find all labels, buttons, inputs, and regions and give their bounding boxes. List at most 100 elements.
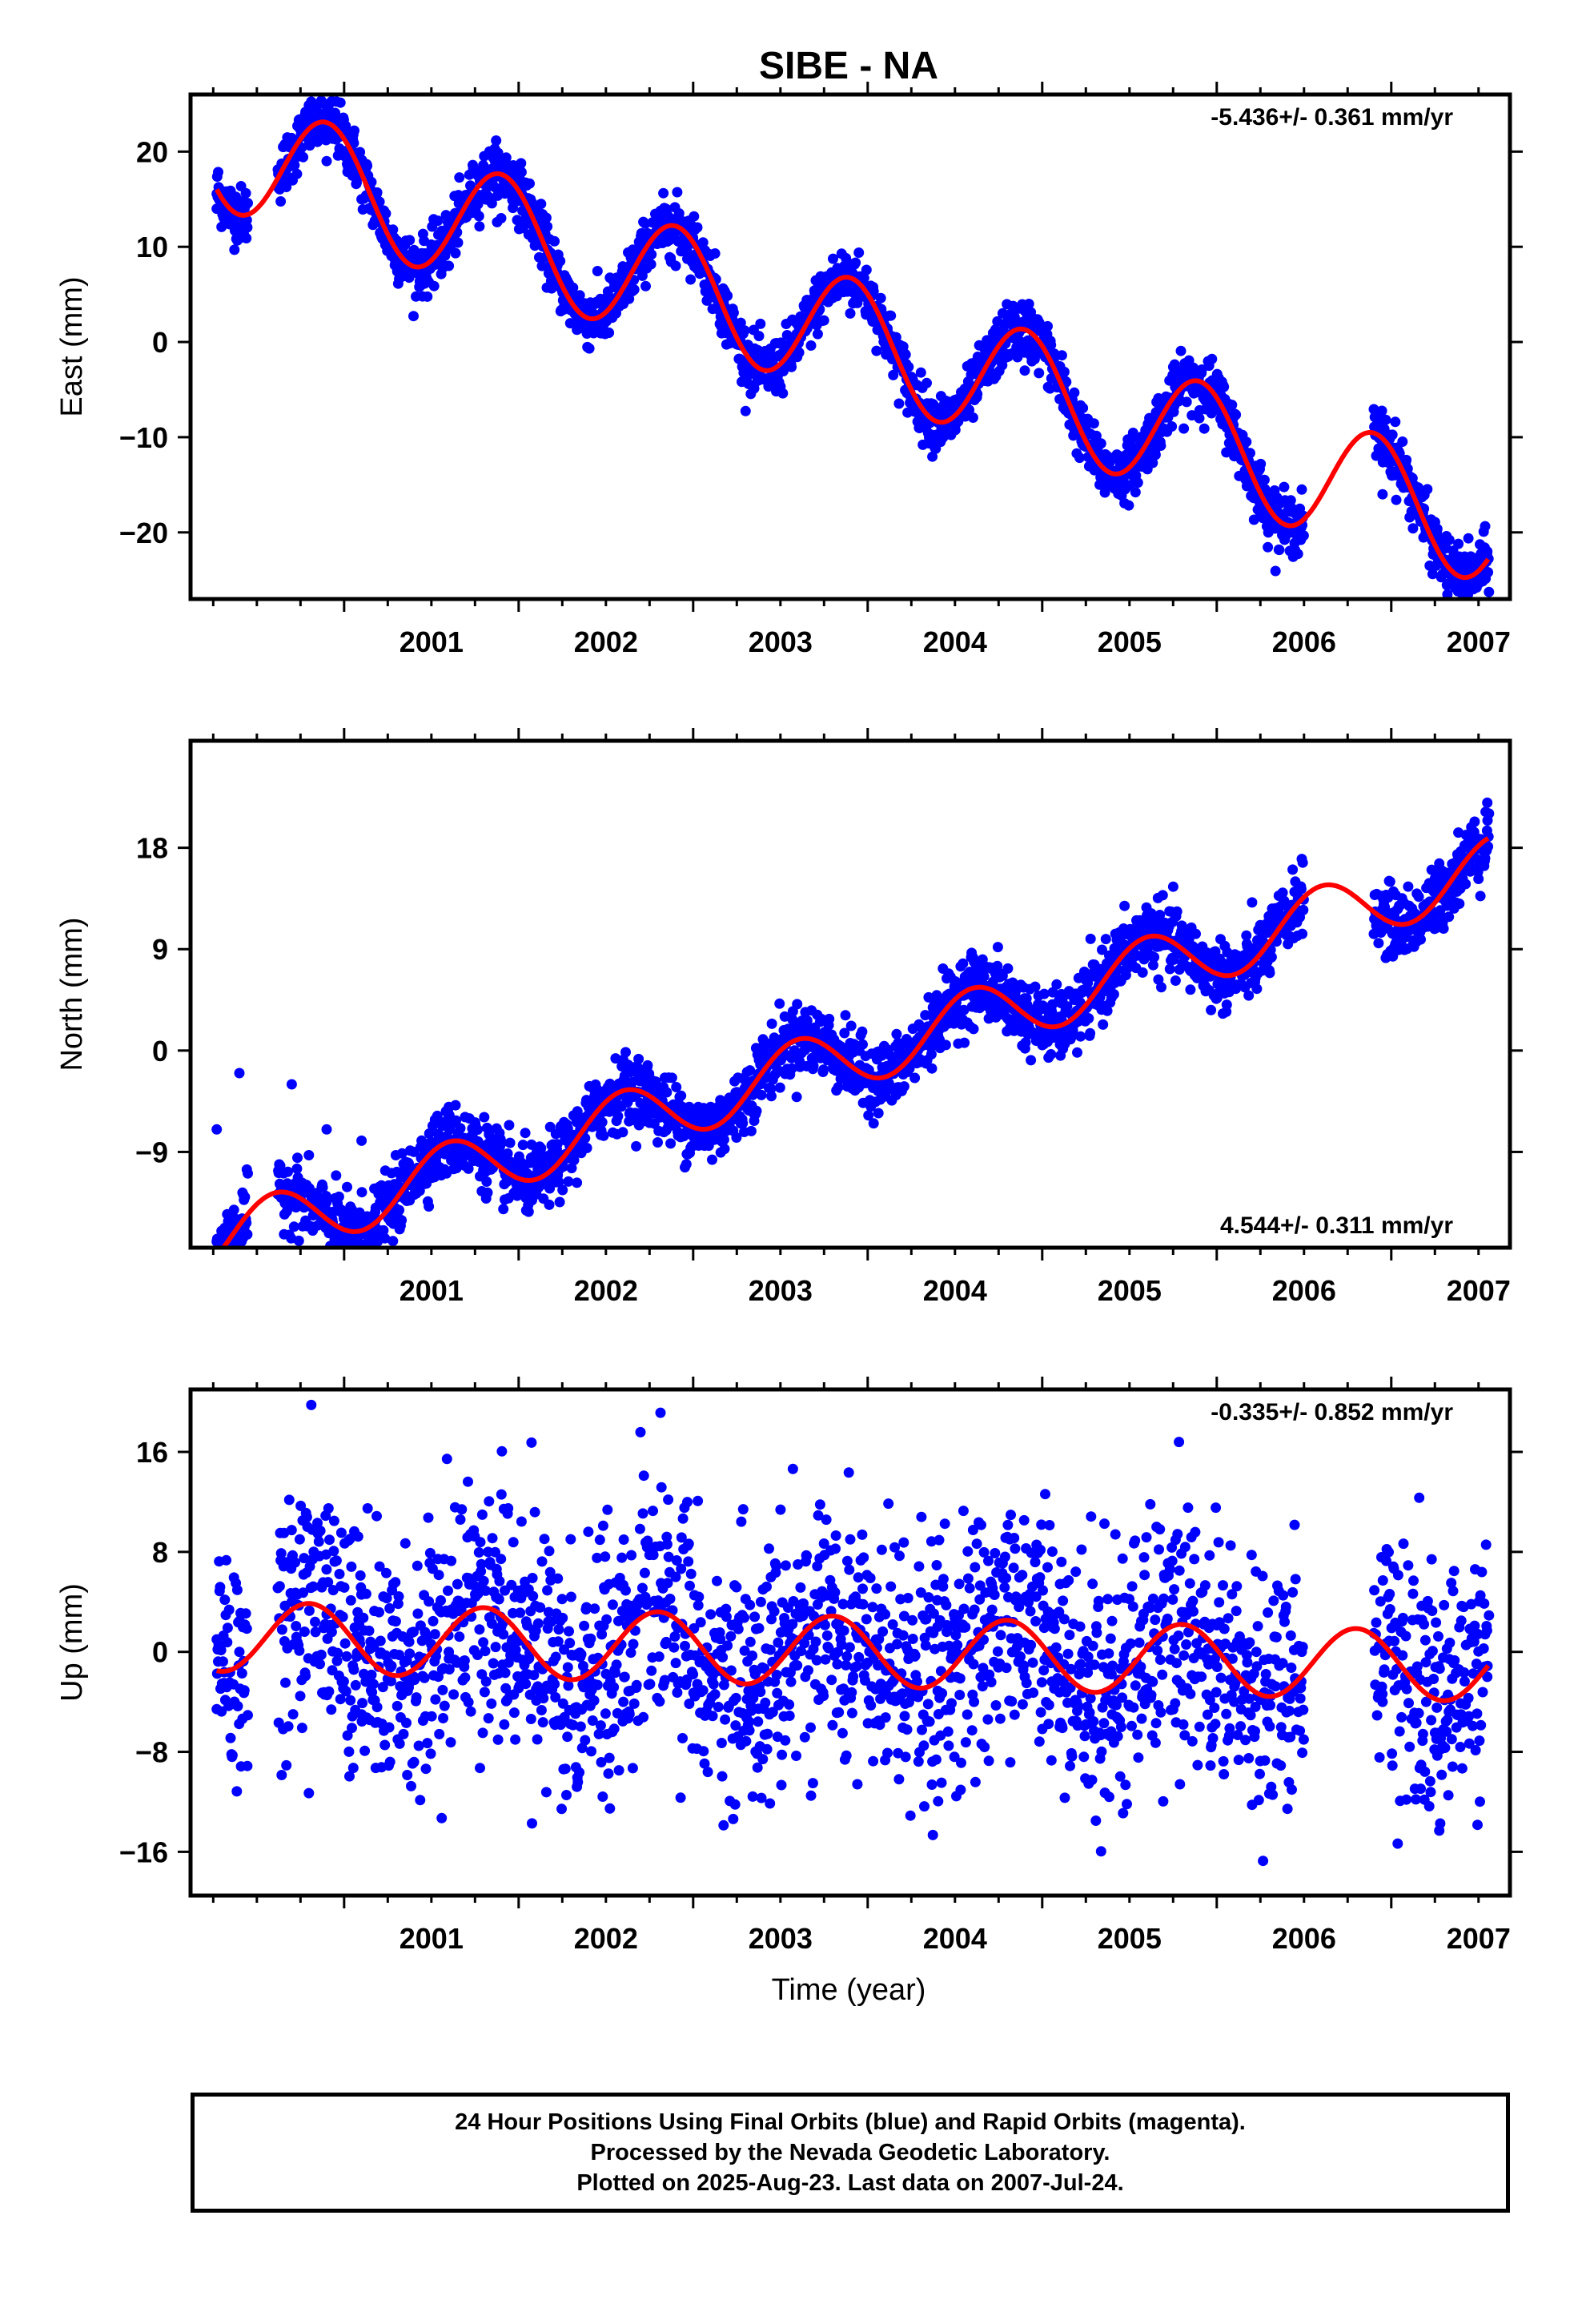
north-data-point [707, 1154, 717, 1165]
north-data-point [356, 1187, 367, 1198]
north-data-point [958, 958, 969, 969]
east-data-point [291, 168, 303, 179]
east-x-tick-label: 2001 [400, 625, 464, 658]
north-data-point [1251, 983, 1263, 995]
north-data-point [356, 1135, 367, 1146]
north-data-point [1097, 944, 1107, 955]
east-data-point [213, 167, 223, 178]
north-data-point [1026, 1055, 1037, 1066]
east-data-point [845, 308, 856, 319]
north-data-point [363, 1261, 374, 1271]
north-data-point [1072, 1047, 1082, 1058]
east-data-point [893, 398, 905, 409]
north-data-point [1482, 797, 1493, 808]
east-data-point [672, 187, 683, 198]
north-data-point [633, 1053, 644, 1064]
north-data-point [661, 1087, 673, 1098]
north-data-point [498, 1204, 509, 1215]
east-data-point [793, 347, 805, 358]
east-data-point [812, 328, 823, 340]
east-data-point [728, 308, 739, 318]
east-data-point [1058, 366, 1070, 377]
east-data-point [888, 369, 899, 380]
north-data-point [360, 1249, 371, 1260]
north-data-point [1287, 864, 1299, 875]
east-data-point [452, 237, 464, 248]
east-y-tick-label: 0 [152, 326, 168, 359]
east-data-point [722, 290, 733, 301]
east-data-point [321, 155, 332, 167]
east-data-point [1397, 436, 1408, 447]
north-data-point [833, 1082, 844, 1092]
panel-north: 2001 2002 2003 2004 2005 2006 20071890−9North … [55, 728, 1523, 1307]
north-data-point [839, 1027, 850, 1039]
north-data-point [765, 1084, 777, 1095]
east-data-point [640, 280, 651, 292]
north-data-point [213, 1248, 223, 1259]
north-data-point [958, 1004, 970, 1015]
east-data-point [1463, 533, 1474, 544]
east-data-point [1401, 454, 1412, 465]
north-data-point [1038, 988, 1050, 999]
east-x-tick-label: 2005 [1098, 625, 1162, 658]
north-data-point [1206, 1004, 1217, 1015]
north-data-point [671, 1082, 682, 1092]
north-data-point [215, 1268, 225, 1278]
east-data-point [524, 178, 535, 189]
east-data-point [432, 215, 444, 227]
north-data-point [840, 1010, 851, 1021]
east-data-point [335, 97, 346, 108]
north-data-point [463, 1163, 474, 1174]
east-data-point [1178, 423, 1190, 434]
chart-title: SIBE - NA [759, 45, 938, 87]
north-data-point [544, 1199, 555, 1210]
east-data-point [1227, 400, 1238, 411]
east-data-point [1034, 368, 1045, 379]
east-data-point [689, 211, 700, 222]
north-data-point [552, 1139, 563, 1150]
east-data-point [1259, 474, 1270, 485]
north-data-point [349, 1249, 359, 1260]
north-data-point [504, 1137, 516, 1148]
north-data-point [940, 1039, 951, 1051]
north-data-point [379, 1232, 391, 1244]
north-data-point [232, 1265, 243, 1275]
east-data-point [853, 247, 865, 258]
north-data-point [215, 1271, 225, 1281]
north-data-point [1137, 967, 1148, 978]
north-data-point [891, 1028, 902, 1039]
east-y-tick-label: −10 [119, 421, 168, 454]
east-data-point [967, 412, 978, 423]
east-data-point [685, 274, 697, 285]
north-data-point [718, 1134, 729, 1145]
north-data-point [762, 1038, 773, 1049]
east-data-point [1130, 487, 1141, 498]
east-data-point [1298, 530, 1309, 541]
east-data-point [1088, 418, 1099, 429]
east-data-point [492, 216, 503, 227]
north-data-point [572, 1177, 583, 1188]
north-data-point [591, 1083, 602, 1094]
north-data-point [786, 1063, 797, 1074]
north-data-point [731, 1132, 742, 1143]
east-data-point [927, 451, 938, 462]
north-data-point [617, 1127, 628, 1138]
east-data-point [404, 235, 416, 246]
east-data-point [1199, 423, 1210, 434]
east-y-tick-label: −20 [119, 517, 168, 549]
north-data-point [581, 1143, 592, 1153]
north-data-point [1247, 897, 1258, 908]
north-data-point [517, 1140, 528, 1151]
north-data-point [504, 1120, 515, 1131]
east-data-point [645, 259, 656, 270]
east-data-point [549, 235, 560, 247]
east-data-point [473, 211, 484, 222]
north-data-point [1083, 1013, 1094, 1024]
east-data-point [465, 180, 476, 191]
north-data-point [1085, 1027, 1096, 1039]
east-data-point [1390, 416, 1401, 428]
north-data-point [808, 1060, 819, 1072]
east-data-point [1207, 353, 1218, 364]
north-data-point [544, 1121, 556, 1132]
